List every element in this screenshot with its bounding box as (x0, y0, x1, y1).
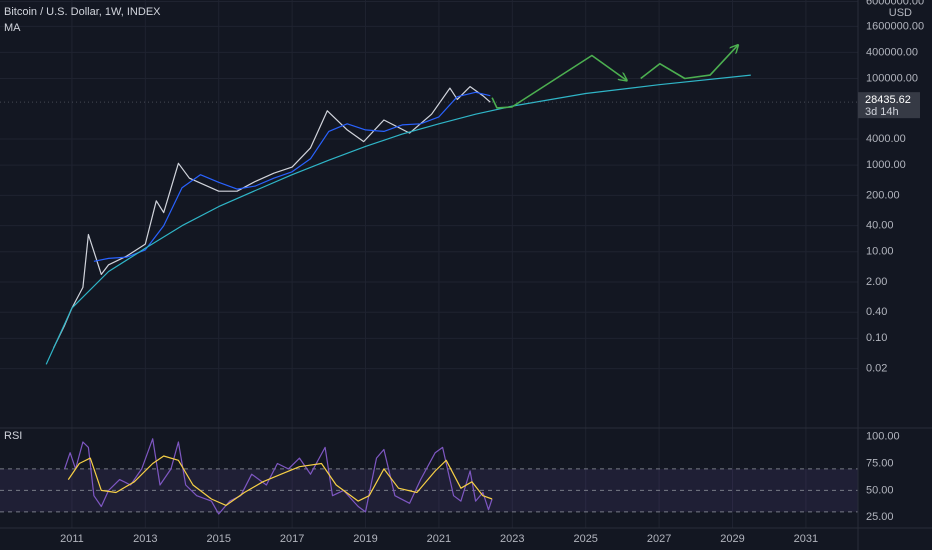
series-line (67, 455, 493, 506)
series-line (53, 86, 491, 349)
x-tick-label: 2027 (647, 533, 671, 545)
forecast-drawing (491, 54, 627, 109)
y-tick-label: 4000.00 (866, 133, 906, 145)
countdown-label: 3d 14h (865, 106, 899, 118)
y-tick-label: 50.00 (866, 484, 894, 496)
y-tick-label: 1600000.00 (866, 20, 924, 32)
x-tick-label: 2029 (720, 533, 744, 545)
y-tick-label: 75.00 (866, 457, 894, 469)
x-tick-label: 2011 (60, 533, 84, 545)
y-tick-label: 0.02 (866, 363, 887, 375)
forecast-drawing (640, 45, 738, 80)
x-tick-label: 2031 (794, 533, 818, 545)
currency-label: USD (889, 7, 912, 19)
rsi-title: RSI (4, 430, 22, 442)
last-price-label: 28435.62 (865, 94, 911, 106)
x-tick-label: 2023 (500, 533, 524, 545)
y-tick-label: 40.00 (866, 220, 894, 232)
y-tick-label: 100000.00 (866, 72, 918, 84)
y-tick-label: 400000.00 (866, 46, 918, 58)
x-tick-label: 2019 (353, 533, 377, 545)
y-tick-label: 6000000.00 (866, 0, 924, 7)
series-line (64, 438, 493, 515)
legend-ma: MA (4, 22, 21, 34)
y-tick-label: 25.00 (866, 511, 894, 523)
plot-layer (0, 0, 858, 528)
x-tick-label: 2025 (573, 533, 597, 545)
last-price-box (858, 92, 920, 119)
y-tick-label: 1000.00 (866, 159, 906, 171)
y-tick-label: 200.00 (866, 189, 900, 201)
x-tick-label: 2021 (427, 533, 451, 545)
y-tick-label: 0.40 (866, 306, 887, 318)
x-tick-label: 2013 (133, 533, 157, 545)
x-tick-label: 2017 (280, 533, 304, 545)
y-tick-label: 2.00 (866, 276, 887, 288)
y-tick-label: 100.00 (866, 431, 900, 443)
series-line (93, 91, 491, 262)
y-tick-label: 0.10 (866, 332, 887, 344)
y-tick-label: 10.00 (866, 246, 894, 258)
chart-title: Bitcoin / U.S. Dollar, 1W, INDEX (4, 6, 161, 18)
x-tick-label: 2015 (206, 533, 230, 545)
